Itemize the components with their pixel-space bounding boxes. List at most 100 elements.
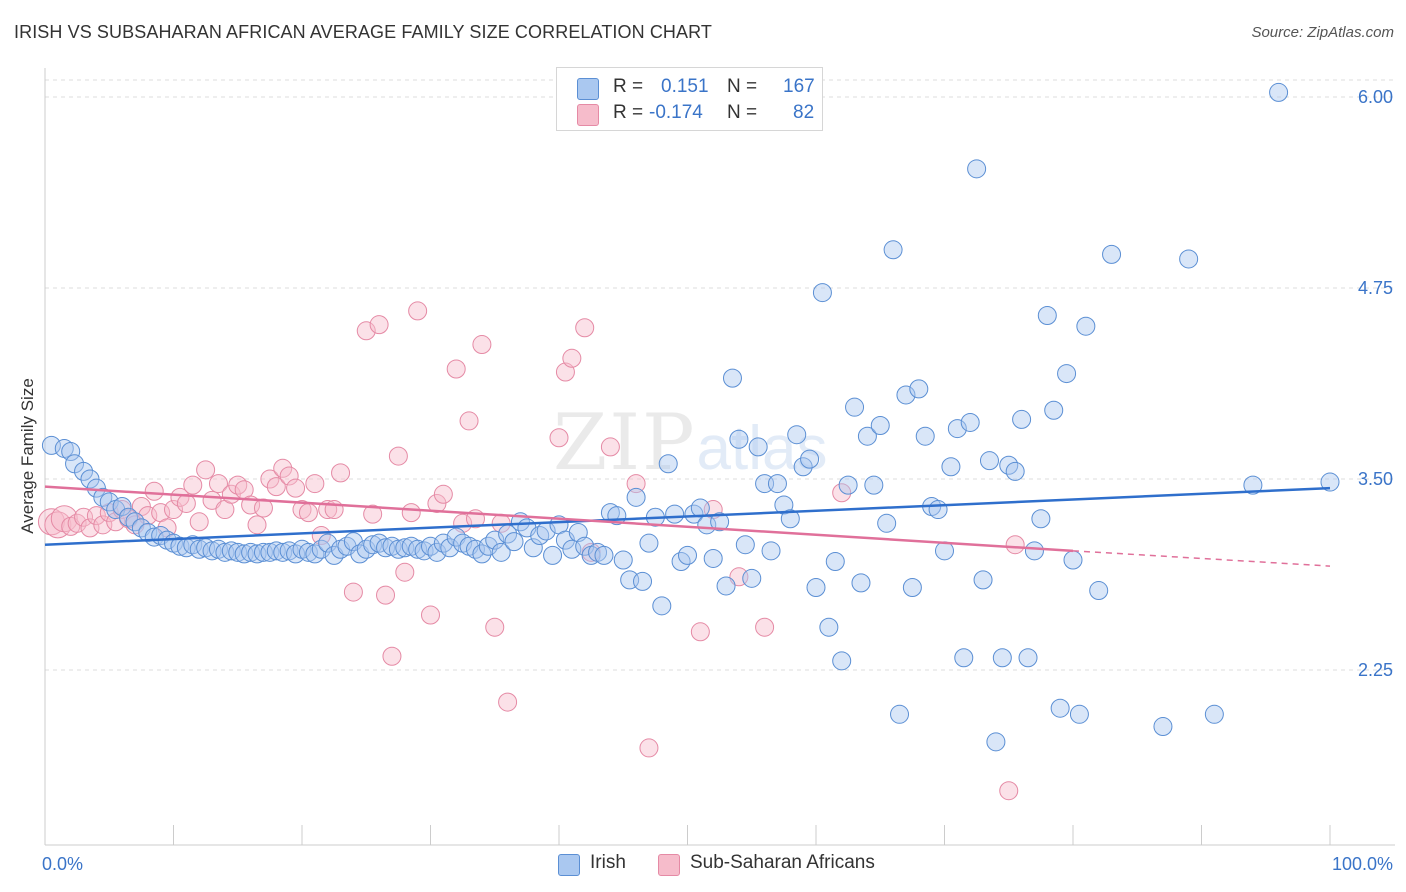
irish-point: [427, 542, 447, 562]
irish-point: [1044, 400, 1064, 420]
african-point: [408, 301, 428, 321]
african-point: [485, 617, 505, 637]
irish-r-value: 0.151: [661, 76, 709, 97]
irish-point: [947, 419, 967, 439]
irish-point: [819, 617, 839, 637]
x-tick-label-min: 0.0%: [42, 854, 83, 874]
irish-point: [1018, 648, 1038, 668]
african-point: [395, 562, 415, 582]
african-point: [208, 474, 228, 494]
african-point: [600, 437, 620, 457]
correlation-legend: R = 0.151 N = 167 R = -0.174 N = 82: [556, 67, 823, 131]
irish-point: [915, 426, 935, 446]
irish-point: [845, 397, 865, 417]
african-point: [196, 460, 216, 480]
irish-point: [408, 539, 428, 559]
african-point: [427, 493, 447, 513]
irish-point: [1269, 82, 1289, 102]
irish-point: [973, 570, 993, 590]
african-point: [626, 474, 646, 494]
african-point: [93, 515, 113, 535]
irish-point: [1063, 550, 1083, 570]
irish-point: [1153, 717, 1173, 737]
irish-point: [112, 497, 132, 517]
african-point: [498, 692, 518, 712]
african-point: [266, 477, 286, 497]
african-point: [273, 458, 293, 478]
african-swatch: [577, 104, 599, 126]
irish-point: [986, 732, 1006, 752]
irish-point: [960, 412, 980, 432]
african-legend-swatch: [658, 854, 680, 876]
irish-point: [928, 500, 948, 520]
african-point: [80, 518, 100, 538]
irish-point: [703, 548, 723, 568]
irish-point: [523, 538, 543, 558]
irish-point: [543, 545, 563, 565]
irish-point: [716, 576, 736, 596]
african-point: [382, 646, 402, 666]
irish-point: [761, 541, 781, 561]
irish-point: [80, 469, 100, 489]
african-point: [247, 515, 267, 535]
african-point: [176, 493, 196, 513]
irish-point: [787, 425, 807, 445]
irish-point: [992, 648, 1012, 668]
african-point: [343, 582, 363, 602]
irish-r-label: R =: [613, 76, 644, 97]
irish-point: [74, 461, 94, 481]
irish-point: [729, 429, 749, 449]
irish-point: [440, 538, 460, 558]
irish-point: [1050, 698, 1070, 718]
african-point: [401, 503, 421, 523]
irish-point: [472, 544, 492, 564]
irish-point: [1243, 475, 1263, 495]
african-point: [421, 605, 440, 625]
irish-point: [318, 533, 338, 553]
irish-point: [851, 573, 871, 593]
irish-point: [883, 240, 903, 260]
african-point: [1005, 535, 1025, 555]
irish-point: [678, 545, 697, 565]
chart-title: IRISH VS SUBSAHARAN AFRICAN AVERAGE FAMI…: [14, 22, 712, 42]
y-axis-label: Average Family Size: [18, 378, 37, 534]
african-point: [331, 463, 351, 483]
irish-point: [806, 577, 826, 597]
irish-point: [890, 704, 910, 724]
irish-point: [1179, 249, 1199, 269]
irish-point: [954, 648, 974, 668]
irish-point: [832, 651, 852, 671]
african-point: [832, 483, 852, 503]
african-point: [189, 512, 209, 532]
irish-point: [388, 539, 408, 559]
african-trend-extension: [1072, 550, 1331, 567]
irish-point: [575, 536, 595, 556]
irish-legend-swatch: [558, 854, 580, 876]
irish-point: [793, 457, 813, 477]
y-tick-label: 3.50: [1358, 469, 1393, 489]
irish-point: [41, 435, 61, 455]
irish-point: [909, 379, 929, 399]
irish-point: [690, 498, 710, 518]
african-point: [472, 335, 492, 355]
irish-point: [298, 542, 318, 562]
african-point: [286, 478, 306, 498]
african-point: [363, 504, 383, 524]
irish-point: [877, 513, 897, 533]
african-point: [305, 474, 325, 494]
irish-point: [1204, 704, 1224, 724]
african-point: [260, 469, 280, 489]
african-point: [459, 411, 479, 431]
african-point: [144, 481, 164, 501]
african-point: [138, 506, 158, 526]
african-r-value: -0.174: [649, 102, 703, 123]
irish-point: [1024, 541, 1044, 561]
irish-trend-line: [44, 486, 1331, 546]
irish-point: [639, 533, 659, 553]
irish-point: [594, 545, 614, 565]
irish-point: [735, 535, 755, 555]
irish-point: [800, 449, 820, 469]
irish-point: [1102, 244, 1122, 264]
irish-point: [864, 475, 884, 495]
